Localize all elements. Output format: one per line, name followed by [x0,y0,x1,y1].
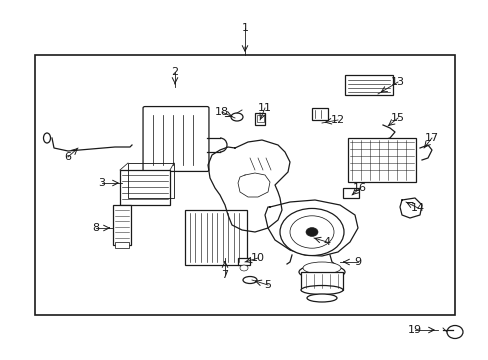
Text: 4: 4 [323,237,330,247]
Bar [35,55,454,315]
Text: 19: 19 [407,325,421,335]
Bar [238,258,249,265]
Ellipse shape [43,133,50,143]
Circle shape [305,228,317,237]
Polygon shape [399,198,421,218]
Text: 7: 7 [221,270,228,280]
Ellipse shape [298,265,345,279]
Bar [301,272,342,290]
Text: 12: 12 [330,115,345,125]
Ellipse shape [301,285,342,294]
Bar [128,163,174,198]
Text: 6: 6 [64,152,71,162]
Text: 9: 9 [354,257,361,267]
Text: 3: 3 [98,178,105,188]
Bar [115,242,129,248]
Bar [120,170,170,205]
Text: 13: 13 [390,77,404,87]
Ellipse shape [306,294,336,302]
Ellipse shape [446,325,462,338]
Circle shape [280,208,343,256]
Bar [113,205,131,245]
Bar [342,188,358,198]
Polygon shape [207,140,289,232]
Ellipse shape [243,276,257,284]
Circle shape [240,265,247,271]
Text: 10: 10 [250,253,264,263]
Circle shape [289,216,333,248]
Text: 11: 11 [258,103,271,113]
Text: 8: 8 [92,223,100,233]
Text: 15: 15 [390,113,404,123]
Text: 17: 17 [424,133,438,143]
Text: 16: 16 [352,183,366,193]
Text: 18: 18 [215,107,228,117]
Bar [347,138,415,182]
Bar [257,115,264,122]
Ellipse shape [230,113,243,121]
Text: 5: 5 [264,280,271,290]
Text: 1: 1 [241,23,248,33]
FancyBboxPatch shape [143,107,208,171]
Bar [345,75,392,95]
Bar [311,108,327,120]
Text: 2: 2 [171,67,178,77]
Bar [184,210,246,265]
Ellipse shape [303,262,340,274]
Polygon shape [264,200,357,256]
Text: 14: 14 [410,203,424,213]
Bar [254,113,264,125]
